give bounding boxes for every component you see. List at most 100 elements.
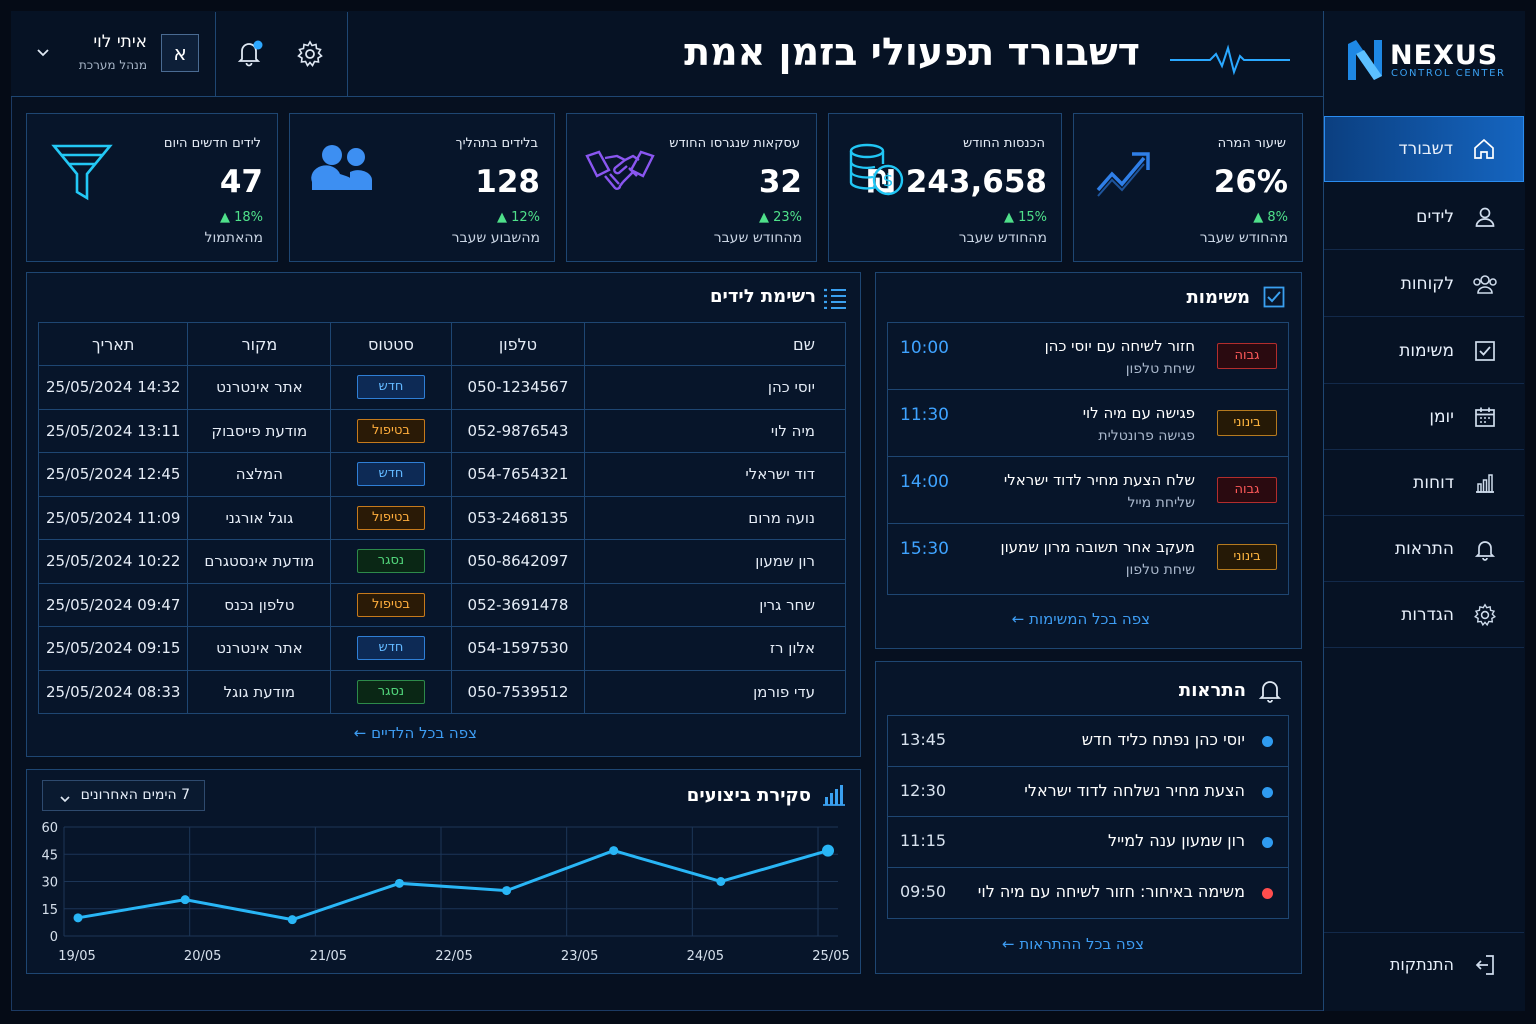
lead-date: 25/05/2024 09:47: [37, 582, 189, 627]
home-icon: [1471, 136, 1497, 162]
notifications-button[interactable]: [234, 38, 266, 70]
user-name: איתי לוי: [93, 32, 147, 52]
status-badge: חדש: [356, 375, 425, 400]
data-point[interactable]: [287, 915, 297, 925]
period-select[interactable]: 7 הימים האחרונים: [42, 780, 205, 811]
sidebar-item-label: התראות: [1394, 538, 1454, 559]
lead-name: רון שמעון: [584, 539, 846, 584]
priority-badge: גבוה: [1217, 477, 1277, 503]
view-all-leads-link[interactable]: צפה בכל הלדיים ←: [353, 724, 477, 742]
table-row[interactable]: יוסי כהן 050-1234567 חדש אתר אינטרנט 25/05/2…: [37, 365, 846, 410]
status-badge: נסגר: [356, 679, 425, 704]
y-tick-label: 15: [41, 903, 58, 918]
sidebar-item-label: דשבורד: [1398, 139, 1453, 159]
task-item[interactable]: גבוה חזור לשיחה עם יוסי כהן שיחת טלפון 10:0…: [887, 323, 1289, 390]
sidebar-item-label: לידים: [1416, 206, 1454, 227]
alert-time: 13:45: [900, 730, 947, 749]
alert-item[interactable]: רון שמעון ענה למייל 11:15: [887, 817, 1289, 868]
series-line: [77, 849, 829, 922]
sidebar-item-alerts[interactable]: התראות: [1324, 516, 1524, 582]
lead-phone: 052-3691478: [450, 582, 586, 627]
bell-icon: [234, 40, 264, 72]
alert-time: 11:15: [900, 831, 947, 850]
status-badge: בטיפול: [356, 418, 425, 443]
x-tick-label: 21/05: [310, 949, 347, 964]
y-tick-label: 45: [41, 848, 58, 863]
sidebar-item-tasks[interactable]: משימות: [1324, 318, 1524, 384]
status-dot: [1262, 837, 1273, 848]
trend-up-icon: [1094, 146, 1152, 202]
kpi-new-leads-today: לידים חדשים היום 47 ▲ 18% מהאתמול: [26, 113, 278, 262]
task-subtitle: שליחת מייל: [1127, 495, 1195, 511]
task-title: פגישה עם מיה לוי: [1082, 404, 1195, 422]
task-title: שלח הצעת מחיר לדוד ישראלי: [1003, 471, 1195, 489]
table-row[interactable]: מיה לוי 052-9876543 בטיפול מודעת פייסבוק 25/…: [37, 408, 846, 453]
sidebar-item-settings[interactable]: הגדרות: [1324, 582, 1524, 648]
table-row[interactable]: רון שמעון 050-8642097 נסגר מודעת אינסטגרם 25…: [37, 539, 846, 584]
data-point[interactable]: [609, 846, 619, 856]
alert-item[interactable]: הצעת מחיר נשלחה לדוד ישראלי 12:30: [887, 767, 1289, 817]
kpi-delta: ▲ 8%: [1253, 210, 1288, 225]
sidebar-item-leads[interactable]: לידים: [1324, 184, 1524, 250]
data-point[interactable]: [716, 877, 726, 886]
funnel-icon: [51, 142, 113, 206]
task-subtitle: פגישה פרונטלית: [1098, 428, 1195, 444]
sidebar-item-dashboard[interactable]: דשבורד: [1324, 116, 1524, 182]
task-subtitle: שיחת טלפון: [1125, 361, 1195, 377]
kpi-label: לידים חדשים היום: [163, 136, 261, 151]
table-row[interactable]: עדי פורמן 050-7539512 נסגר מודעת גוגל 25/05/…: [37, 669, 846, 714]
logout-button[interactable]: התנתקות: [1324, 932, 1524, 996]
sidebar-item-reports[interactable]: דוחות: [1324, 450, 1524, 516]
user-role: מנהל מערכת: [78, 58, 147, 72]
tasks-panel: [875, 272, 1302, 649]
alert-item[interactable]: משימה באיחור: חזור לשיחה עם מיה לוי 09:50: [887, 868, 1289, 919]
lead-source: טלפון נכנס: [187, 582, 332, 627]
user-menu[interactable]: איתי לוי מנהל מערכת א: [30, 28, 205, 80]
settings-button[interactable]: [296, 40, 326, 70]
task-item[interactable]: גבוה שלח הצעת מחיר לדוד ישראלי שליחת מייל 1…: [887, 457, 1289, 524]
lead-date: 25/05/2024 09:15: [37, 626, 189, 671]
lead-name: יוסי כהן: [584, 365, 846, 410]
status-badge: חדש: [356, 636, 425, 661]
gear-icon: [296, 40, 324, 72]
alert-time: 09:50: [900, 881, 947, 901]
tasks-title: משימות: [1186, 287, 1250, 308]
alerts-title: התראות: [1178, 680, 1246, 701]
data-point[interactable]: [180, 895, 190, 905]
bell-icon: [1472, 536, 1498, 562]
view-all-tasks-link[interactable]: צפה בכל המשימות ←: [1011, 610, 1150, 628]
task-time: 10:00: [900, 338, 949, 358]
lead-date: 25/05/2024 10:22: [37, 539, 189, 584]
lead-name: נועה מרום: [584, 495, 846, 540]
column-header: טלפון: [450, 322, 586, 366]
checkbox-icon: [1263, 286, 1285, 312]
alert-item[interactable]: יוסי כהן נפתח כליד חדש 13:45: [887, 716, 1289, 767]
sidebar-item-calendar[interactable]: יומן: [1324, 384, 1524, 450]
table-row[interactable]: שחר גרין 052-3691478 בטיפול טלפון נכנס 25/05…: [37, 582, 846, 627]
sidebar-item-customers[interactable]: לקוחות: [1324, 251, 1524, 317]
lead-date: 25/05/2024 13:11: [37, 408, 189, 453]
table-row[interactable]: אלון רז 054-1597530 חדש אתר אינטרנט 25/05/20…: [37, 626, 846, 671]
data-point[interactable]: [502, 886, 512, 896]
table-row[interactable]: נועה מרום 053-2468135 בטיפול גוגל אורגני 25/…: [37, 495, 846, 540]
kpi-closed-deals: עסקאות שנגרסו החודש 32 ▲ 23% מהחודש שעבר: [566, 113, 817, 262]
data-point[interactable]: [394, 878, 404, 888]
chevron-down-icon: [36, 44, 50, 63]
alerts-list: [887, 715, 1289, 919]
handshake-icon: [585, 146, 655, 200]
alert-text: יוסי כהן נפתח כליד חדש: [1081, 730, 1245, 749]
task-item[interactable]: בינוני מעקב אחר תשובה מרון שמעון שיחת טלפו…: [887, 524, 1289, 591]
data-point[interactable]: [73, 913, 83, 923]
users-icon: [1472, 271, 1498, 297]
x-tick-label: 24/05: [687, 949, 724, 964]
data-point[interactable]: [822, 844, 834, 857]
lead-status-cell: חדש: [330, 626, 452, 671]
lead-phone: 050-7539512: [450, 669, 586, 714]
alerts-panel: [875, 661, 1302, 974]
view-all-alerts-link[interactable]: צפה בכל ההתראות ←: [1002, 935, 1144, 953]
task-item[interactable]: בינוני פגישה עם מיה לוי פגישה פרונטלית 11:3…: [887, 390, 1289, 457]
chevron-down-icon: [59, 790, 71, 809]
performance-chart: 0 15 30 45 60 19/05 20/05 21/05 22/05 23/05 24/05 2…: [41, 821, 849, 964]
table-row[interactable]: דוד ישראלי 054-7654321 חדש המלצה 25/05/2024 …: [37, 452, 846, 497]
y-tick-label: 30: [41, 876, 58, 891]
